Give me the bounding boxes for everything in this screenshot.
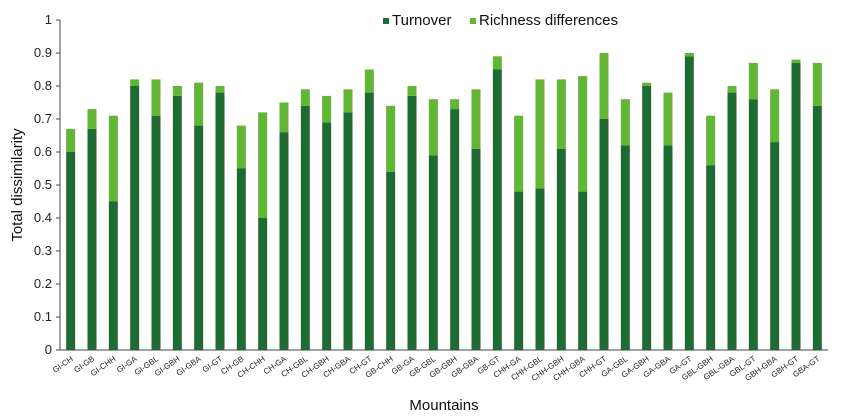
legend-label-turnover: Turnover (392, 12, 451, 29)
bar-turnover-ch-chh (258, 218, 268, 350)
legend-swatch-richness-differences (470, 18, 476, 24)
bar-richness-differences-chh-gbh (556, 79, 566, 149)
bar-richness-differences-gi-gba (194, 82, 204, 126)
bar-turnover-gbl-gba (727, 92, 737, 350)
bar-turnover-chh-ga (514, 191, 524, 350)
bar-turnover-ch-gba (343, 112, 353, 351)
bar-richness-differences-ch-gb (236, 125, 246, 169)
bar-turnover-gb-gbh (450, 109, 460, 350)
y-tick-label: 0.1 (34, 309, 52, 324)
bar-richness-differences-ga-gt (684, 53, 694, 57)
legend-label-richness-differences: Richness differences (479, 12, 618, 29)
bar-turnover-chh-gbh (556, 148, 566, 350)
bar-richness-differences-gb-gt (492, 56, 502, 70)
bar-turnover-gba-gt (812, 105, 822, 350)
bar-turnover-gb-gba (471, 148, 481, 350)
bar-turnover-gi-gbh (172, 95, 182, 351)
bar-richness-differences-ga-gba (663, 92, 673, 146)
bar-turnover-ga-gba (663, 145, 673, 350)
y-tick-label: 0.4 (34, 210, 52, 225)
bar-richness-differences-gi-gbh (172, 86, 182, 96)
bar-richness-differences-ch-chh (258, 112, 268, 218)
bar-richness-differences-gi-ch (66, 128, 76, 152)
bar-richness-differences-ch-gbl (300, 89, 310, 106)
bar-turnover-chh-gt (599, 119, 609, 350)
bar-richness-differences-gb-chh (386, 105, 396, 172)
bar-turnover-ch-gb (236, 168, 246, 350)
bar-richness-differences-ga-gbl (620, 99, 630, 146)
bar-turnover-ch-gbh (322, 122, 332, 350)
bar-richness-differences-gi-ga (130, 79, 140, 86)
bar-group (66, 53, 822, 351)
bar-turnover-gi-chh (108, 201, 118, 350)
bar-richness-differences-ch-gbh (322, 95, 332, 123)
bar-richness-differences-ch-gt (364, 69, 374, 93)
bar-turnover-ga-gbh (642, 86, 652, 350)
bar-richness-differences-ga-gbh (642, 82, 652, 86)
bar-richness-differences-gbl-gba (727, 86, 737, 93)
legend: Turnover Richness differences (383, 12, 618, 29)
bar-turnover-gi-gb (87, 128, 97, 350)
bar-richness-differences-gi-gbl (151, 79, 161, 116)
bar-richness-differences-gb-gbh (450, 99, 460, 110)
x-tick-label: GI-CH (51, 354, 75, 374)
y-tick-label: 0 (45, 342, 52, 357)
x-axis-title: Mountains (409, 397, 478, 414)
bar-richness-differences-ch-gba (343, 89, 353, 113)
bar-richness-differences-gi-gb (87, 109, 97, 129)
bar-richness-differences-chh-gt (599, 53, 609, 119)
bar-turnover-chh-gbl (535, 188, 545, 350)
y-tick-label: 1 (45, 12, 52, 27)
bar-turnover-gbh-gt (791, 62, 801, 351)
bar-turnover-gbl-gt (748, 99, 758, 350)
bar-richness-differences-chh-ga (514, 115, 524, 192)
bar-turnover-ch-gbl (300, 105, 310, 350)
bar-turnover-gbh-gba (770, 142, 780, 350)
bar-turnover-ch-ga (279, 132, 289, 350)
bar-richness-differences-ch-ga (279, 102, 289, 133)
bar-richness-differences-gbh-gba (770, 89, 780, 143)
bar-richness-differences-gb-gba (471, 89, 481, 149)
bar-turnover-gi-ga (130, 86, 140, 350)
bar-turnover-gi-gt (215, 92, 225, 350)
bar-richness-differences-gb-ga (407, 86, 417, 96)
bar-turnover-ga-gbl (620, 145, 630, 350)
x-tick-label: GI-GBA (175, 354, 204, 378)
y-tick-label: 0.6 (34, 144, 52, 159)
x-tick-group: GI-CHGI-GBGI-CHHGI-GAGI-GBLGI-GBHGI-GBAG… (51, 354, 821, 383)
y-tick-label: 0.5 (34, 177, 52, 192)
bar-turnover-gb-gbl (428, 155, 438, 350)
bar-turnover-ch-gt (364, 92, 374, 350)
bar-richness-differences-gb-gbl (428, 99, 438, 156)
bar-richness-differences-gi-chh (108, 115, 118, 202)
bar-turnover-gb-gt (492, 69, 502, 350)
bar-richness-differences-chh-gbl (535, 79, 545, 189)
bar-turnover-gi-ch (66, 152, 76, 350)
bar-richness-differences-gba-gt (812, 62, 822, 106)
bar-turnover-ga-gt (684, 56, 694, 351)
bar-turnover-gbl-gbh (706, 165, 716, 350)
y-tick-label: 0.2 (34, 276, 52, 291)
bar-richness-differences-gbl-gt (748, 62, 758, 100)
bar-richness-differences-gi-gt (215, 86, 225, 93)
legend-swatch-turnover (383, 18, 389, 24)
bar-turnover-gi-gbl (151, 115, 161, 350)
bar-turnover-gb-chh (386, 171, 396, 350)
y-tick-label: 0.8 (34, 78, 52, 93)
bar-richness-differences-gbh-gt (791, 59, 801, 63)
bar-turnover-gb-ga (407, 95, 417, 351)
y-tick-label: 0.9 (34, 45, 52, 60)
y-tick-group: 0 0.1 0.2 0.3 0.4 0.5 0.6 0.7 0.8 0.9 1 (34, 12, 60, 357)
y-tick-label: 0.3 (34, 243, 52, 258)
y-axis-title: Total dissimilarity (9, 128, 26, 242)
y-tick-label: 0.7 (34, 111, 52, 126)
bar-richness-differences-chh-gba (578, 76, 588, 192)
bar-turnover-gi-gba (194, 125, 204, 350)
bar-turnover-chh-gba (578, 191, 588, 350)
bar-richness-differences-gbl-gbh (706, 115, 716, 166)
